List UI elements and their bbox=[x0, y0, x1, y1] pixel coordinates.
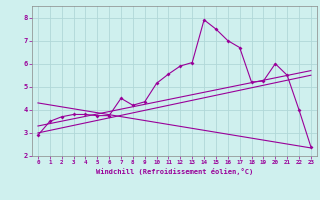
X-axis label: Windchill (Refroidissement éolien,°C): Windchill (Refroidissement éolien,°C) bbox=[96, 168, 253, 175]
